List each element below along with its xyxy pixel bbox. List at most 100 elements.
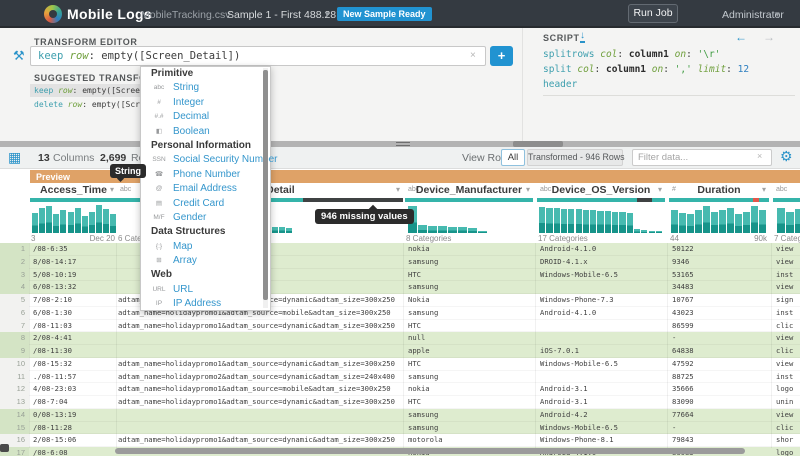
table-row[interactable]: 57/08-2:10adtam_name=holidaypromo1&adtam… bbox=[0, 294, 800, 307]
table-row[interactable]: 6 6/08-1:30 adtam_name=holidaypromo1&adtam… bbox=[0, 306, 800, 320]
table-cell: ./08-11:57 bbox=[33, 371, 77, 381]
chevron-down-icon[interactable]: ▾ bbox=[325, 9, 330, 19]
table-cell: adtam_name=holidaypromo2&adtam_source=dy… bbox=[118, 371, 395, 381]
dropdown-item-phone-number[interactable]: ☎ Phone Number bbox=[141, 168, 270, 182]
filter-input[interactable] bbox=[632, 149, 772, 166]
dropdown-item-ip-address[interactable]: IP IP Address bbox=[141, 297, 270, 311]
table-row[interactable]: 10/08-15:32 adtam_name=holidaypromo1&adta… bbox=[0, 357, 800, 371]
code-token: : bbox=[726, 64, 738, 75]
horizontal-scrollbar[interactable] bbox=[115, 448, 745, 454]
table-row[interactable]: 4 6/08-13:32 samsung 34483 view bbox=[0, 281, 800, 294]
table-row[interactable]: 16 2/08-15:06 adtam_name=holidaypromo1&adt… bbox=[0, 434, 800, 447]
ssn-icon: SSN bbox=[152, 156, 166, 164]
dropdown-item-decimal[interactable]: #.# Decimal bbox=[141, 110, 270, 124]
quality-bar-segment[interactable] bbox=[669, 198, 753, 202]
table-row[interactable]: 9/08-11:30 apple iOS-7.0.1 64838 clic bbox=[0, 345, 800, 358]
dropdown-item-gender[interactable]: M/F Gender bbox=[141, 211, 270, 225]
table-row[interactable]: 11 ./08-11:57 adtam_name=holidaypromo2&adt… bbox=[0, 370, 800, 384]
histogram-bar bbox=[575, 209, 582, 233]
splitter-grip-icon[interactable] bbox=[396, 142, 410, 146]
table-row[interactable]: 12 4/08-23:03 adtam_name=holidaypromo1&adt… bbox=[0, 383, 800, 396]
script-step[interactable]: split col: column1 on: ',' limit: 12 bbox=[543, 63, 749, 77]
dropdown-item-array[interactable]: ⊞ Array bbox=[141, 254, 270, 268]
chevron-down-icon[interactable]: ▾ bbox=[761, 185, 766, 194]
quality-bar-segment[interactable] bbox=[753, 198, 759, 202]
table-row[interactable]: 8 2/08-4:41 null - view bbox=[0, 332, 800, 345]
table-cell: DROID-4.1.x bbox=[540, 256, 588, 266]
chevron-down-icon[interactable]: ▾ bbox=[109, 185, 114, 194]
add-transform-button[interactable]: + bbox=[490, 46, 513, 66]
run-job-button[interactable]: Run Job bbox=[628, 4, 678, 23]
user-menu[interactable]: Administrator bbox=[722, 9, 784, 21]
panel-splitter[interactable] bbox=[0, 141, 800, 147]
grid-view-icon[interactable]: ▦ bbox=[8, 149, 22, 165]
histogram-bar bbox=[695, 210, 702, 233]
histogram-bar bbox=[687, 214, 694, 233]
dropdown-scrollbar-thumb[interactable] bbox=[263, 70, 268, 300]
view-transformed-button[interactable]: Transformed - 946 Rows bbox=[527, 149, 624, 166]
table-cell: Windows-Phone-8.1 bbox=[540, 435, 614, 445]
chevron-down-icon[interactable]: ▾ bbox=[775, 9, 780, 19]
datatype-dropdown-menu: Primitive abc String # Integer #.# Decimal ◧ Boo… bbox=[140, 66, 277, 311]
download-script-icon[interactable]: ↓ bbox=[580, 30, 585, 43]
dropdown-item-email-address[interactable]: @ Email Address bbox=[141, 182, 270, 196]
dropdown-item-url[interactable]: URL URL bbox=[141, 283, 270, 297]
table-row[interactable]: 3 5/08-10:19 HTC Windows-Mobile-6.5 53165 ins… bbox=[0, 268, 800, 282]
script-panel-title: SCRIPT bbox=[543, 33, 580, 43]
quality-bar-segment[interactable] bbox=[759, 198, 769, 202]
quality-bar-segment[interactable] bbox=[30, 198, 117, 202]
table-row[interactable]: 1/08-6:35 nokia Android-4.1.0 50122 view bbox=[0, 243, 800, 256]
table-row[interactable]: 13/08-7:04 adtam_name=holidaypromo1&adtam… bbox=[0, 396, 800, 409]
chevron-down-icon[interactable]: ▾ bbox=[395, 185, 400, 194]
table-row[interactable]: 15/08-11:28 samsung Windows-Mobile-6.5 - cli… bbox=[0, 421, 800, 435]
suggestion-item[interactable]: keep row: empty([Screen_ bbox=[30, 84, 142, 97]
code-token: : bbox=[617, 49, 629, 60]
column-header-access-time[interactable]: Access_Time ▾ bbox=[30, 183, 117, 197]
quality-bar-segment[interactable] bbox=[652, 198, 665, 202]
dropdown-item-social-security-number[interactable]: SSN Social Security Number bbox=[141, 153, 277, 167]
quality-bar-segment[interactable] bbox=[773, 198, 800, 202]
new-sample-badge[interactable]: New Sample Ready bbox=[337, 7, 432, 21]
chevron-down-icon[interactable]: ▾ bbox=[525, 185, 530, 194]
table-cell bbox=[118, 332, 402, 345]
dropdown-item-map[interactable]: {:} Map bbox=[141, 240, 270, 254]
splitter-scrollbar-thumb[interactable] bbox=[513, 141, 563, 147]
chevron-down-icon[interactable]: ▾ bbox=[657, 185, 662, 194]
quality-bar-segment[interactable] bbox=[636, 198, 653, 202]
table-row[interactable]: 7/08-11:03 adtam_name=holidaypromo1&adtam… bbox=[0, 319, 800, 333]
table-cell: 6/08-13:32 bbox=[33, 282, 77, 292]
gear-icon[interactable]: ⚙ bbox=[780, 148, 793, 164]
table-cell: iOS-7.0.1 bbox=[540, 346, 579, 355]
quality-bar-segment[interactable] bbox=[537, 198, 637, 202]
table-cell: clic bbox=[776, 346, 794, 355]
quality-bar-segment[interactable] bbox=[302, 198, 403, 202]
dropdown-item-boolean[interactable]: ◧ Boolean bbox=[141, 125, 270, 139]
row-number: 16 bbox=[0, 434, 29, 447]
undo-arrow-icon[interactable]: ← bbox=[735, 30, 747, 44]
code-token: : bbox=[663, 64, 675, 75]
view-all-button[interactable]: All bbox=[501, 149, 525, 166]
dropdown-item-string[interactable]: abc String bbox=[141, 81, 270, 95]
column-header-device-os-version[interactable]: abc Device_OS_Version ▾ bbox=[537, 183, 665, 197]
table-cell: 83090 bbox=[672, 397, 694, 406]
column-header-duration[interactable]: # Duration ▾ bbox=[669, 183, 769, 197]
column-header-device-manufacturer[interactable]: abc Device_Manufacturer ▾ bbox=[405, 183, 533, 197]
script-step[interactable]: splitrows col: column1 on: '\r' bbox=[543, 48, 720, 62]
dropdown-item-credit-card[interactable]: ▤ Credit Card bbox=[141, 197, 270, 211]
scrollbar-corner[interactable] bbox=[0, 444, 9, 452]
suggestion-item[interactable]: delete row: empty([Scre bbox=[30, 98, 142, 111]
dropdown-item-label: Decimal bbox=[173, 111, 210, 123]
dropdown-item-integer[interactable]: # Integer bbox=[141, 96, 270, 110]
sample-selector[interactable]: Sample 1 - First 488.28KB bbox=[227, 9, 351, 21]
table-row[interactable]: 2 8/08-14:17 samsung DROID-4.1.x 9346 view bbox=[0, 255, 800, 269]
script-step[interactable]: header bbox=[543, 78, 577, 92]
transform-input[interactable]: keep row: empty([Screen_Detail]) bbox=[30, 46, 486, 66]
table-row[interactable]: 14 0/08-13:19 samsung Android-4.2 77664 view bbox=[0, 408, 800, 422]
histogram-bar bbox=[418, 225, 427, 233]
redo-arrow-icon[interactable]: → bbox=[763, 30, 775, 44]
clear-filter-icon[interactable]: × bbox=[757, 151, 763, 161]
table-cell: samsung bbox=[408, 422, 439, 432]
quality-bar-segment[interactable] bbox=[405, 198, 533, 202]
column-header-event[interactable]: abc bbox=[773, 183, 800, 197]
clear-input-icon[interactable]: × bbox=[470, 50, 476, 61]
